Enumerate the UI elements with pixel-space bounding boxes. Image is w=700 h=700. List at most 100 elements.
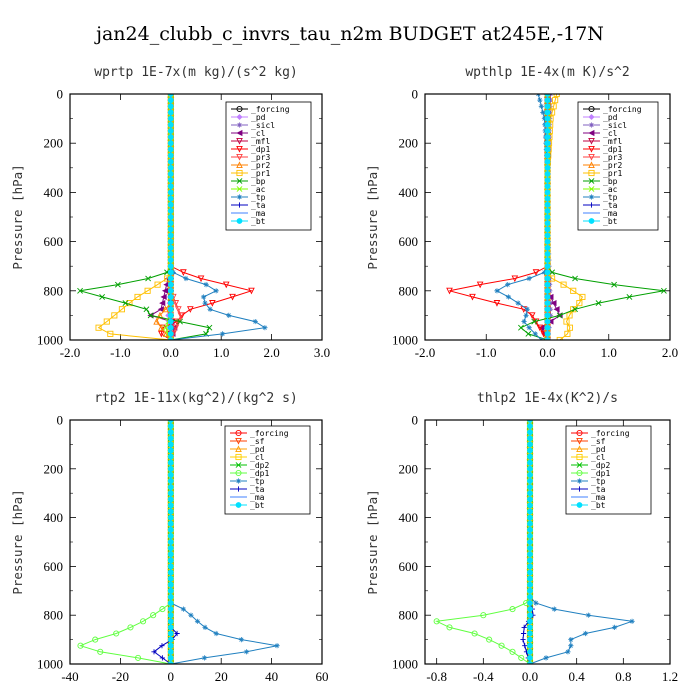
data-point [202,300,208,306]
data-point [544,127,551,134]
legend-marker [235,502,242,508]
plot-frame [424,93,671,341]
data-point [527,539,533,545]
data-point [527,423,533,429]
legend-marker [576,429,583,437]
data-point [161,287,169,294]
y-tick-label: 800 [399,608,419,623]
legend-marker [235,437,242,445]
data-point [77,642,84,649]
data-point [188,612,194,618]
data-point [203,282,209,288]
legend-label: _dp1 [250,469,269,478]
legend-label: _tp [603,193,618,202]
data-point [167,103,174,110]
data-point [527,496,533,503]
data-point [544,306,551,313]
data-point [167,134,174,140]
data-point [167,624,174,631]
y-tick-label: 1000 [37,657,63,672]
data-point [544,134,551,140]
panel-title: wprtp 1E-7x(m kg)/(s^2 kg) [94,65,298,80]
legend-label: _bt [251,217,266,226]
legend-label: _forcing [603,105,642,114]
data-point [564,330,571,337]
data-point [167,146,174,153]
legend-label: _bt [603,217,618,226]
legend-marker [588,113,595,121]
data-point [572,306,578,313]
data-point [209,300,216,307]
legend-label: _ma [603,209,618,218]
data-point [167,563,174,570]
data-point [660,287,667,294]
x-tick-label: 60 [316,669,329,684]
data-point [525,330,532,337]
data-point [528,312,536,320]
data-point [523,312,529,318]
data-point [543,655,549,661]
data-point [527,453,533,460]
legend-item: _bp [231,177,266,186]
data-point [167,447,174,454]
data-point [167,306,174,313]
data-point [527,520,533,527]
y-tick-label: 600 [399,559,419,574]
legend-item: _pd [571,445,606,454]
data-point [167,636,174,643]
panel-1: wprtp 1E-7x(m kg)/(s^2 kg) Pressure [hPa]… [10,65,330,360]
data-point [145,275,152,282]
data-point [544,171,551,177]
data-point [153,317,160,325]
data-point [160,293,167,301]
legend-marker [236,194,243,200]
data-point [527,484,533,490]
legend-marker [576,437,583,445]
legend-label: _ma [591,493,606,502]
y-tick-label: 1000 [392,333,418,348]
data-point [167,478,174,484]
x-tick-label: 1.0 [601,345,617,360]
data-point [167,269,174,276]
legend-item: _pd [231,113,266,122]
legend-marker [235,445,242,453]
y-tick-label: 600 [44,559,64,574]
legend-marker [588,161,595,169]
data-point [544,109,551,116]
data-point [520,630,527,637]
data-point [167,281,174,288]
data-point [219,331,226,337]
legend: _forcing_pd_sicl_cl_mfl_dp1_pr3_pr2_pr1_… [225,101,312,231]
data-point [238,637,244,643]
data-point [156,311,164,319]
data-point [167,318,174,325]
data-point [527,441,533,448]
data-point [172,324,180,332]
legend-label: _pr1 [251,169,270,178]
legend-label: _ac [251,185,266,194]
legend-label: _ta [591,485,606,494]
x-tick-label: 0.0 [522,669,538,684]
x-tick-label: 0.4 [569,669,586,684]
data-point [167,600,174,606]
data-point [167,300,174,306]
x-tick-label: 1.2 [662,669,678,684]
data-point [527,508,533,515]
data-point [167,618,174,625]
data-point [544,324,551,331]
legend-label: _dp1 [603,145,622,154]
data-point [167,465,174,472]
data-point [127,624,134,631]
legend-label: _pr2 [251,161,270,170]
data-point [167,257,174,263]
legend-marker [588,186,595,192]
data-point [541,116,548,122]
data-point [527,636,533,643]
data-point [167,429,174,436]
data-point [572,275,578,282]
data-point [544,287,551,294]
data-point [518,654,525,661]
legend-marker [235,462,242,468]
data-point [177,312,185,320]
data-point [167,294,174,300]
